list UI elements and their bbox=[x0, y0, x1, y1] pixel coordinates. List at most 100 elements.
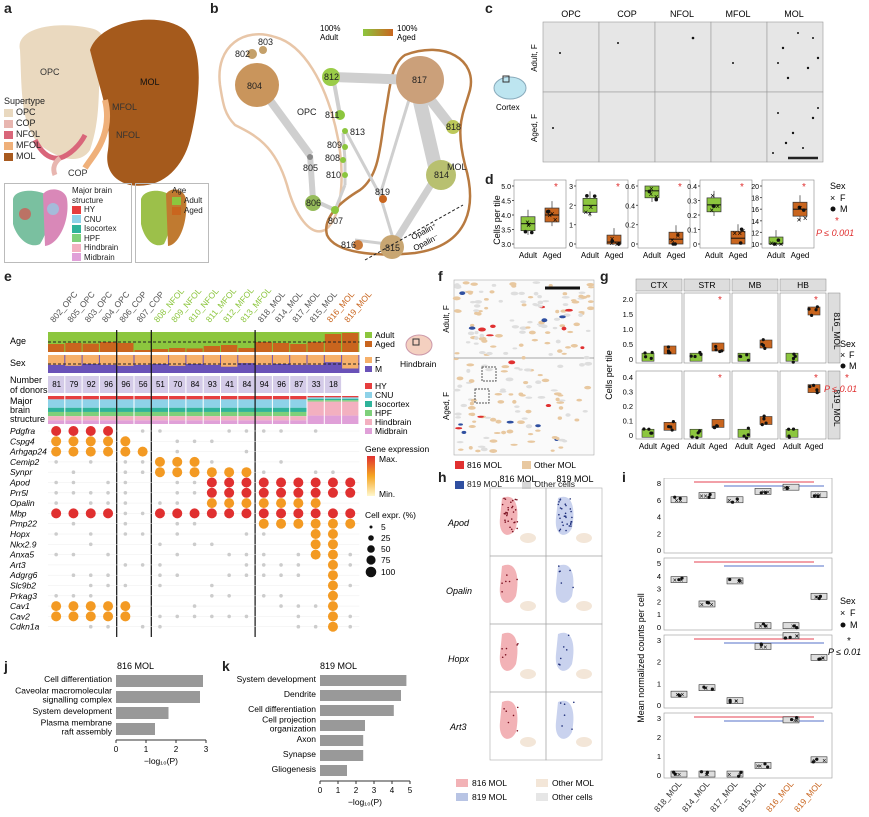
expression-dot bbox=[106, 480, 110, 485]
expr-point bbox=[511, 530, 514, 533]
cell bbox=[571, 300, 580, 304]
point bbox=[714, 348, 718, 352]
plot-frame bbox=[779, 292, 827, 364]
d-legend-title: Sex bbox=[830, 181, 846, 191]
expression-dot bbox=[258, 518, 269, 529]
tick-label: 2 bbox=[657, 658, 661, 667]
track-label: Age bbox=[10, 336, 26, 346]
expression-dot bbox=[279, 573, 283, 577]
umap-structure bbox=[13, 189, 68, 246]
cell bbox=[558, 406, 564, 410]
x-label: 817_MOL bbox=[708, 779, 740, 814]
expression-dot bbox=[244, 449, 249, 454]
expression-dot bbox=[123, 521, 128, 526]
expression-dot bbox=[345, 477, 356, 488]
expr-point bbox=[559, 570, 561, 573]
umap-blob bbox=[576, 669, 592, 679]
cell bbox=[506, 420, 514, 424]
structure-bar bbox=[99, 420, 117, 424]
expression-dot bbox=[175, 521, 180, 526]
expr-point bbox=[506, 514, 508, 517]
structure-bar bbox=[186, 420, 203, 424]
point: × bbox=[773, 240, 778, 249]
sig-star: * bbox=[616, 182, 620, 193]
point bbox=[762, 414, 766, 418]
point bbox=[762, 417, 766, 421]
expr-point bbox=[505, 647, 508, 650]
structure-bar bbox=[48, 407, 65, 412]
node-819 bbox=[379, 195, 387, 203]
legend-swatch bbox=[4, 152, 13, 161]
expr-point bbox=[570, 525, 572, 527]
point bbox=[742, 434, 746, 438]
node-label: 818 bbox=[446, 122, 461, 132]
size-dot bbox=[365, 566, 377, 578]
point bbox=[678, 694, 682, 698]
node-label: 804 bbox=[247, 81, 262, 91]
expression-dot bbox=[258, 508, 269, 519]
cell bbox=[498, 299, 503, 303]
x-label: Aged bbox=[667, 251, 686, 260]
expression-dot bbox=[310, 518, 321, 529]
point bbox=[714, 344, 718, 349]
point bbox=[744, 436, 749, 440]
expr-point bbox=[509, 526, 511, 529]
point bbox=[546, 209, 551, 214]
expression-dot bbox=[154, 508, 165, 519]
cell bbox=[453, 358, 459, 361]
cell bbox=[570, 344, 578, 348]
point bbox=[787, 435, 791, 439]
donor-count: 18 bbox=[329, 380, 338, 389]
tick-label: 0 bbox=[657, 546, 661, 555]
point: × bbox=[704, 686, 708, 693]
expr-point bbox=[511, 506, 513, 509]
cell bbox=[585, 329, 591, 332]
expression-dot bbox=[68, 426, 79, 436]
age-bar bbox=[151, 349, 169, 352]
point bbox=[816, 494, 820, 498]
expr-point bbox=[510, 501, 512, 503]
structure-bar bbox=[99, 399, 117, 408]
point: × bbox=[739, 579, 743, 586]
structure-bar bbox=[48, 416, 65, 421]
node-label: 809 bbox=[327, 140, 342, 150]
expr-point bbox=[508, 580, 511, 583]
cell bbox=[548, 352, 553, 356]
point: × bbox=[737, 229, 742, 238]
cell bbox=[514, 405, 520, 409]
cortex-inset-label: Cortex bbox=[496, 103, 520, 112]
donor-cell bbox=[65, 376, 82, 393]
expression-dot bbox=[54, 532, 58, 536]
point: × bbox=[803, 214, 808, 223]
cell bbox=[523, 380, 529, 385]
structure-bar bbox=[117, 407, 134, 412]
structure-bar bbox=[203, 420, 220, 424]
age-bar bbox=[99, 342, 117, 352]
size-dot bbox=[367, 545, 375, 553]
point: × bbox=[673, 578, 677, 585]
expr-point bbox=[570, 510, 572, 513]
tick-label: 10 bbox=[751, 242, 759, 249]
expression-dot bbox=[345, 518, 356, 529]
expr-point bbox=[514, 521, 516, 523]
expr-point bbox=[512, 714, 515, 717]
cluster-label: MOL bbox=[140, 77, 160, 87]
plot-frame bbox=[731, 292, 779, 364]
point bbox=[791, 427, 796, 431]
point bbox=[815, 388, 819, 392]
cell bbox=[495, 419, 502, 424]
point: × bbox=[797, 215, 802, 224]
cell bbox=[537, 374, 543, 377]
structure-bar bbox=[151, 416, 169, 421]
point bbox=[763, 624, 768, 628]
expression-dot bbox=[224, 508, 235, 519]
umap-blob bbox=[520, 533, 536, 543]
cell bbox=[519, 330, 526, 334]
expression-dot bbox=[175, 552, 180, 557]
facet-header bbox=[731, 278, 779, 292]
structure-bar bbox=[117, 399, 134, 408]
panel-c: OPC COP NFOL MFOL MOL Adult, F Aged, F C… bbox=[488, 8, 868, 173]
expression-dot bbox=[310, 549, 321, 560]
structure-bar bbox=[307, 415, 324, 424]
sig-star: * bbox=[814, 295, 818, 306]
